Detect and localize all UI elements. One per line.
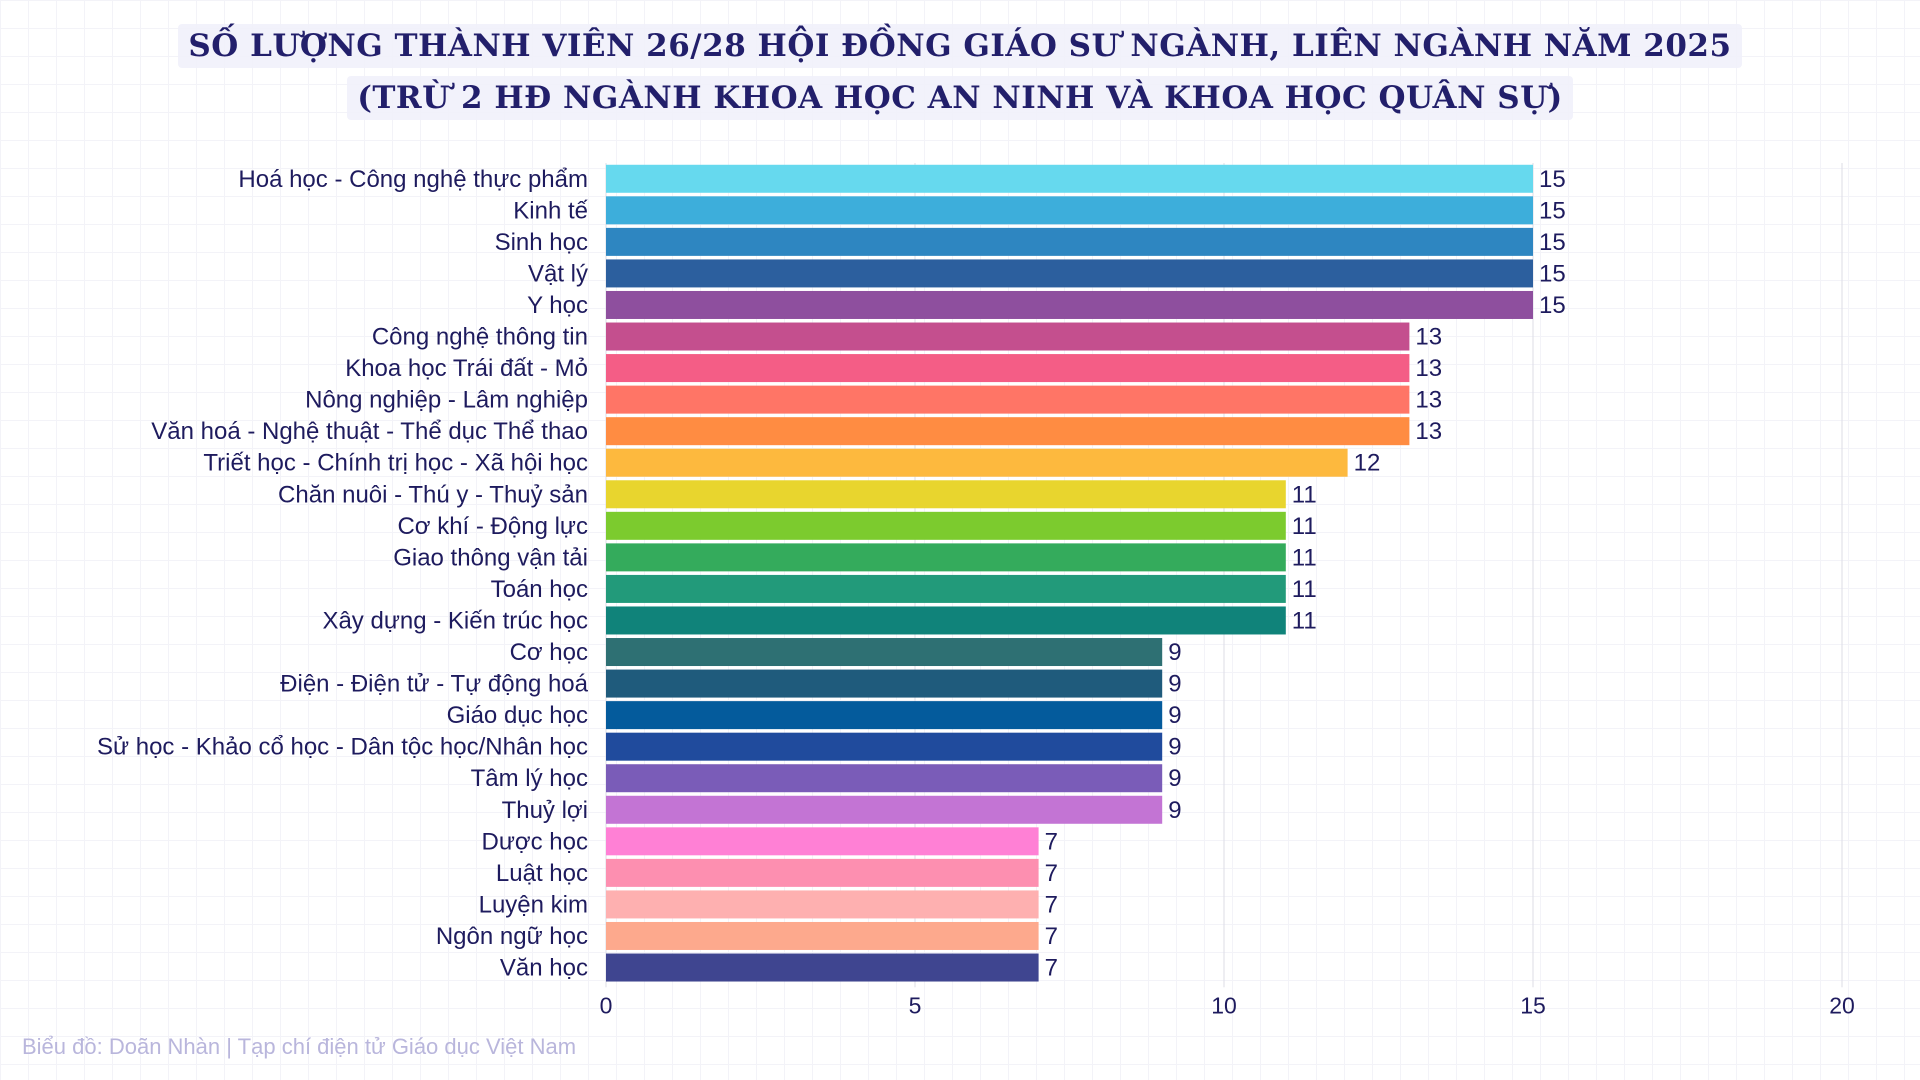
category-label-13: Giao thông vận tải xyxy=(393,544,588,571)
bar-10 xyxy=(606,448,1348,477)
value-label-16: 9 xyxy=(1168,639,1181,666)
bar-21 xyxy=(606,795,1163,824)
category-label-11: Chăn nuôi - Thú y - Thuỷ sản xyxy=(278,481,588,508)
bar-2 xyxy=(606,196,1533,225)
value-label-5: 15 xyxy=(1539,292,1566,319)
x-axis-ticks: 0 5 10 15 20 xyxy=(600,992,1855,1018)
bar-26 xyxy=(606,953,1039,982)
bar-20 xyxy=(606,764,1163,793)
bar-11 xyxy=(606,480,1286,509)
bar-18 xyxy=(606,701,1163,730)
value-label-13: 11 xyxy=(1292,544,1317,571)
bar-16 xyxy=(606,638,1163,667)
bar-15 xyxy=(606,606,1286,635)
category-label-22: Dược học xyxy=(482,828,589,855)
x-tick-label-15: 15 xyxy=(1520,992,1546,1018)
value-label-11: 11 xyxy=(1292,481,1317,508)
bar-14 xyxy=(606,574,1286,603)
bar-13 xyxy=(606,543,1286,572)
x-tick-label-20: 20 xyxy=(1829,992,1855,1018)
category-label-5: Y học xyxy=(527,292,588,319)
category-labels: Hoá học - Công nghệ thực phẩm Kinh tế Sinh… xyxy=(97,166,589,982)
x-tick-label-5: 5 xyxy=(909,992,922,1018)
bar-24 xyxy=(606,890,1039,919)
value-label-3: 15 xyxy=(1539,229,1566,256)
value-label-25: 7 xyxy=(1045,923,1058,950)
value-label-23: 7 xyxy=(1045,860,1058,887)
value-label-21: 9 xyxy=(1168,797,1181,824)
bars xyxy=(606,164,1533,982)
value-label-8: 13 xyxy=(1415,387,1442,414)
value-label-9: 13 xyxy=(1415,418,1442,445)
category-label-25: Ngôn ngữ học xyxy=(436,923,588,950)
category-label-2: Kinh tế xyxy=(513,197,588,224)
bar-23 xyxy=(606,858,1039,887)
source-credit: Biểu đồ: Doãn Nhàn | Tạp chí điện tử Giá… xyxy=(22,1034,577,1059)
bar-17 xyxy=(606,669,1163,698)
value-label-18: 9 xyxy=(1168,702,1181,729)
bar-3 xyxy=(606,227,1533,256)
value-label-26: 7 xyxy=(1045,955,1058,982)
category-label-12: Cơ khí - Động lực xyxy=(397,513,588,540)
category-label-18: Giáo dục học xyxy=(447,702,588,729)
bar-5 xyxy=(606,290,1533,319)
x-tick-label-10: 10 xyxy=(1211,992,1237,1018)
category-label-16: Cơ học xyxy=(510,639,588,666)
bar-9 xyxy=(606,417,1410,446)
value-label-20: 9 xyxy=(1168,765,1181,792)
category-label-19: Sử học - Khảo cổ học - Dân tộc học/Nhân … xyxy=(97,734,588,761)
category-label-20: Tâm lý học xyxy=(471,765,588,792)
bar-19 xyxy=(606,732,1163,761)
x-tick-label-0: 0 xyxy=(600,992,613,1018)
value-label-2: 15 xyxy=(1539,197,1566,224)
category-label-14: Toán học xyxy=(491,576,588,603)
category-label-26: Văn học xyxy=(500,955,588,982)
category-label-1: Hoá học - Công nghệ thực phẩm xyxy=(238,166,588,193)
category-label-10: Triết học - Chính trị học - Xã hội học xyxy=(203,450,588,477)
category-label-15: Xây dựng - Kiến trúc học xyxy=(322,607,588,634)
bar-6 xyxy=(606,322,1410,351)
bar-25 xyxy=(606,921,1039,950)
category-label-3: Sinh học xyxy=(495,229,588,256)
value-label-6: 13 xyxy=(1415,324,1442,351)
value-label-10: 12 xyxy=(1354,450,1381,477)
value-label-15: 11 xyxy=(1292,607,1317,634)
bar-7 xyxy=(606,354,1410,383)
value-label-14: 11 xyxy=(1292,576,1317,603)
category-label-7: Khoa học Trái đất - Mỏ xyxy=(345,355,588,382)
value-label-1: 15 xyxy=(1539,166,1566,193)
value-label-17: 9 xyxy=(1168,671,1181,698)
category-label-24: Luyện kim xyxy=(479,891,588,918)
bar-1 xyxy=(606,164,1533,193)
bar-12 xyxy=(606,511,1286,540)
value-label-12: 11 xyxy=(1292,513,1317,540)
value-label-22: 7 xyxy=(1045,828,1058,855)
category-label-9: Văn hoá - Nghệ thuật - Thể dục Thể thao xyxy=(151,418,588,445)
category-label-6: Công nghệ thông tin xyxy=(372,324,588,351)
category-label-17: Điện - Điện tử - Tự động hoá xyxy=(280,671,588,698)
category-label-23: Luật học xyxy=(496,860,588,887)
category-label-8: Nông nghiệp - Lâm nghiệp xyxy=(305,387,588,414)
bar-8 xyxy=(606,385,1410,414)
value-labels: 15 15 15 15 15 13 13 13 13 12 11 11 11 11 11 9 9 9 9 9 9 7 7 7 7… xyxy=(1045,166,1566,982)
value-label-19: 9 xyxy=(1168,734,1181,761)
value-label-7: 13 xyxy=(1415,355,1442,382)
value-label-4: 15 xyxy=(1539,260,1566,287)
category-label-4: Vật lý xyxy=(528,260,588,287)
bar-22 xyxy=(606,827,1039,856)
value-label-24: 7 xyxy=(1045,891,1058,918)
bar-4 xyxy=(606,259,1533,288)
category-label-21: Thuỷ lợi xyxy=(502,797,588,824)
